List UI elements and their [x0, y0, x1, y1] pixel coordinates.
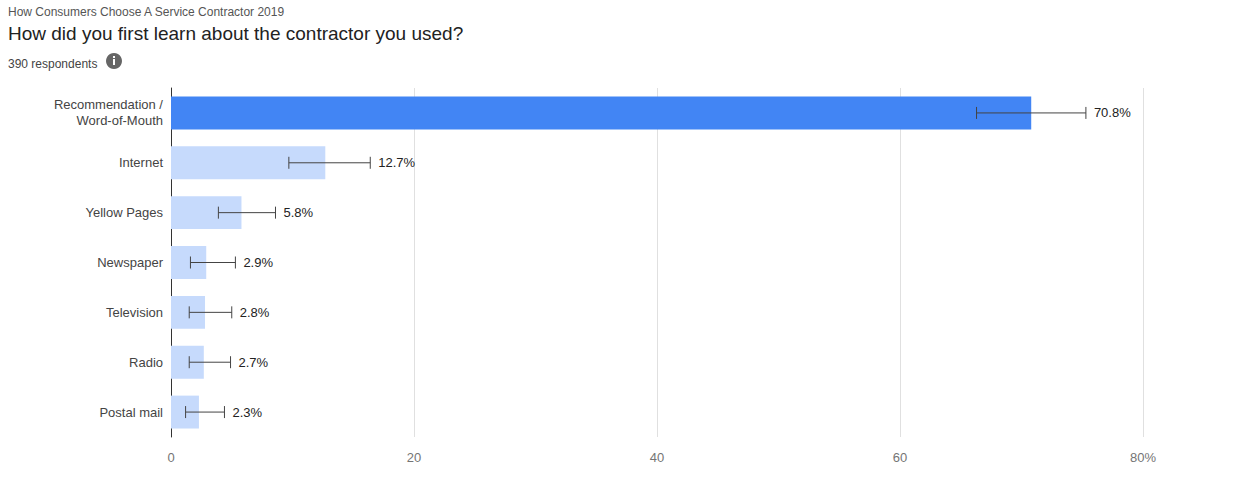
- svg-text:Newspaper: Newspaper: [97, 255, 163, 270]
- svg-text:5.8%: 5.8%: [283, 205, 313, 220]
- svg-text:20: 20: [407, 450, 421, 465]
- svg-text:How Consumers Choose A Service: How Consumers Choose A Service Contracto…: [8, 5, 284, 19]
- svg-text:390 respondents: 390 respondents: [8, 57, 97, 71]
- svg-text:How did you first learn about: How did you first learn about the contra…: [8, 23, 463, 44]
- svg-text:70.8%: 70.8%: [1094, 105, 1131, 120]
- svg-text:Recommendation /: Recommendation /: [54, 97, 163, 112]
- svg-text:Postal mail: Postal mail: [99, 405, 163, 420]
- svg-text:2.3%: 2.3%: [232, 405, 262, 420]
- svg-text:Radio: Radio: [129, 355, 163, 370]
- svg-text:Internet: Internet: [119, 155, 163, 170]
- svg-text:Word-of-Mouth: Word-of-Mouth: [77, 113, 163, 128]
- svg-text:Yellow Pages: Yellow Pages: [85, 205, 163, 220]
- svg-text:60: 60: [893, 450, 907, 465]
- svg-text:80%: 80%: [1130, 450, 1156, 465]
- svg-text:2.7%: 2.7%: [239, 355, 269, 370]
- svg-text:12.7%: 12.7%: [378, 155, 415, 170]
- svg-text:40: 40: [650, 450, 664, 465]
- svg-text:2.9%: 2.9%: [243, 255, 273, 270]
- svg-text:2.8%: 2.8%: [240, 305, 270, 320]
- svg-text:Television: Television: [106, 305, 163, 320]
- svg-text:0: 0: [167, 450, 174, 465]
